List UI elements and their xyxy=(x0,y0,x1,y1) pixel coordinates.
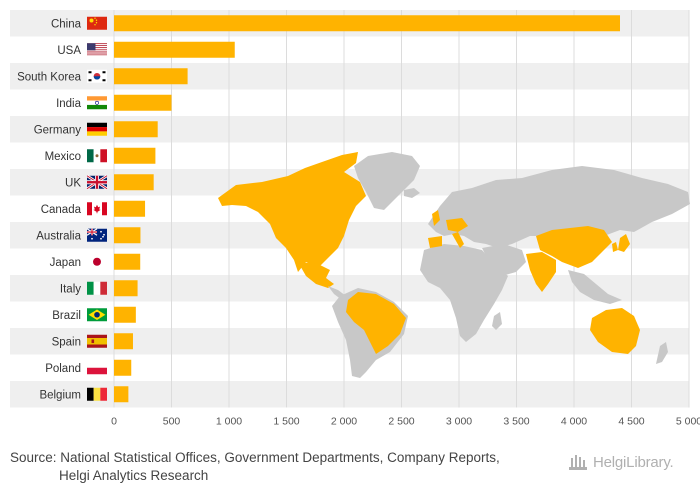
bar-spain xyxy=(114,333,133,350)
map-australia xyxy=(590,308,640,354)
category-labels: China USA South Korea India Germany Mexico UK C… xyxy=(17,18,82,401)
helgi-library-logo: HelgiLibrary. xyxy=(568,450,692,474)
category-label: Mexico xyxy=(45,151,81,163)
source-line-2: Helgi Analytics Research xyxy=(59,468,209,483)
flag-china-icon xyxy=(87,16,107,30)
bar-south-korea xyxy=(114,68,188,85)
bar-uk xyxy=(114,174,154,191)
map-italy xyxy=(452,232,464,248)
category-label: Japan xyxy=(50,257,81,269)
x-tick-label: 2 000 xyxy=(331,416,357,428)
bar-japan xyxy=(114,253,141,270)
category-label: Spain xyxy=(52,336,81,348)
row-band xyxy=(10,63,689,90)
category-label: USA xyxy=(57,45,81,57)
map-china xyxy=(536,226,612,268)
row-band xyxy=(10,381,689,408)
map-africa xyxy=(420,244,508,342)
bar-italy xyxy=(114,280,138,297)
category-label: Brazil xyxy=(52,310,81,322)
flag-australia-icon xyxy=(86,228,107,242)
map-uk xyxy=(432,210,440,226)
bar-china xyxy=(114,15,620,32)
bar-canada xyxy=(114,200,146,217)
x-tick-label: 1 000 xyxy=(216,416,242,428)
x-tick-label: 4 000 xyxy=(561,416,587,428)
map-mexico xyxy=(298,262,334,288)
category-label: South Korea xyxy=(17,71,82,83)
bar-germany xyxy=(114,121,158,138)
map-madagascar xyxy=(492,312,502,330)
x-tick-label: 500 xyxy=(163,416,181,428)
flag-usa-icon xyxy=(87,43,107,57)
map-brazil xyxy=(346,292,406,354)
map-southeast-asia xyxy=(568,270,622,304)
category-label: Australia xyxy=(36,230,81,242)
country-flags xyxy=(86,16,108,401)
chart-svg: China USA South Korea India Germany Mexico UK C… xyxy=(10,10,700,428)
category-label: UK xyxy=(65,177,81,189)
map-greenland xyxy=(354,152,420,210)
bar-australia xyxy=(114,227,141,244)
bars xyxy=(114,15,620,403)
map-germany-poland xyxy=(446,218,468,232)
category-label: Poland xyxy=(45,363,81,375)
row-band xyxy=(10,116,689,143)
chart: China USA South Korea India Germany Mexico UK C… xyxy=(10,10,700,428)
flag-italy-icon xyxy=(87,281,107,295)
flag-canada-icon xyxy=(87,202,107,216)
bar-india xyxy=(114,94,172,111)
bar-poland xyxy=(114,359,132,376)
map-new-zealand xyxy=(656,342,668,364)
map-north-america xyxy=(218,152,366,272)
flag-brazil-icon xyxy=(87,308,107,322)
flag-mexico-icon xyxy=(87,149,107,163)
x-axis-ticks: 0 500 1 000 1 500 2 000 2 500 3 000 3 500 4 000 4… xyxy=(111,416,700,428)
flag-spain-icon xyxy=(87,334,107,348)
map-spain xyxy=(428,236,442,248)
map-iceland xyxy=(404,188,420,198)
bar-mexico xyxy=(114,147,156,164)
source-line-1: Source: National Statistical Offices, Go… xyxy=(10,450,500,465)
flag-japan-icon xyxy=(93,257,101,266)
flag-india-icon xyxy=(87,96,107,110)
category-label: China xyxy=(51,18,82,30)
logo-text: HelgiLibrary. xyxy=(593,453,674,471)
bar-belgium xyxy=(114,386,129,403)
flag-uk-icon xyxy=(86,174,108,190)
map-eurasia xyxy=(428,166,690,248)
x-tick-label: 2 500 xyxy=(388,416,414,428)
category-label: Germany xyxy=(34,124,82,136)
x-tick-label: 3 500 xyxy=(503,416,529,428)
bar-brazil xyxy=(114,306,136,323)
source-note: Source: National Statistical Offices, Go… xyxy=(10,449,550,485)
flag-poland-icon xyxy=(87,361,107,375)
library-building-icon xyxy=(569,455,587,470)
flag-south-korea-icon xyxy=(87,69,107,83)
x-tick-label: 5 000 xyxy=(676,416,700,428)
map-middle-east xyxy=(482,244,526,276)
flag-germany-icon xyxy=(87,122,107,136)
flag-belgium-icon xyxy=(87,387,107,401)
category-label: India xyxy=(56,98,82,110)
x-tick-label: 4 500 xyxy=(618,416,644,428)
bar-usa xyxy=(114,41,235,58)
x-tick-label: 1 500 xyxy=(273,416,299,428)
category-label: Belgium xyxy=(39,389,81,401)
category-label: Canada xyxy=(41,204,82,216)
map-south-korea xyxy=(612,242,618,252)
map-india xyxy=(526,252,556,292)
map-japan xyxy=(618,234,630,252)
x-tick-label: 3 000 xyxy=(446,416,472,428)
category-label: Italy xyxy=(60,283,81,295)
x-tick-label: 0 xyxy=(111,416,117,428)
world-map xyxy=(218,152,690,378)
